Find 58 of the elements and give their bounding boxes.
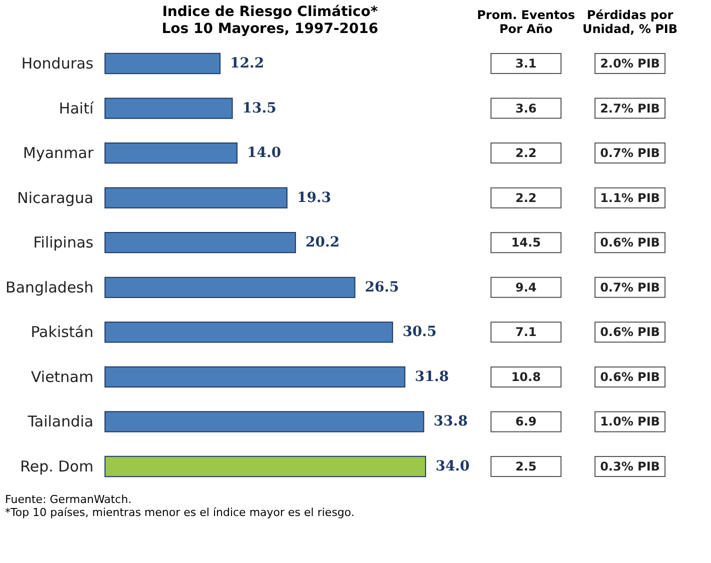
text: *Top 10 países, mientras menor es el índice mayor es el riesgo. [5, 506, 354, 519]
bar [104, 142, 238, 164]
bar [104, 232, 296, 254]
text: 9.4 [515, 280, 537, 294]
text: Por Año [499, 22, 553, 36]
y-tick-label: Pakistán [30, 323, 94, 342]
data-label: 34.0 [436, 458, 470, 474]
data-label: 19.3 [296, 190, 332, 206]
y-tick-label: Rep. Dom [20, 457, 94, 476]
data-label: 13.5 [242, 100, 276, 116]
y-tick-label: Haití [58, 99, 94, 118]
bar [104, 456, 426, 478]
y-tick-label: Nicaragua [17, 188, 94, 207]
data-label: 14.0 [247, 145, 282, 162]
text: 2.2 [515, 190, 537, 205]
y-tick-label: Honduras [21, 54, 94, 73]
text: 1.0% PIB [600, 414, 660, 429]
y-tick-label: Tailandia [26, 412, 94, 431]
text: 10.8 [511, 370, 541, 384]
text: 0.6% PIB [600, 370, 660, 384]
data-label: 26.5 [364, 279, 399, 296]
text: Pérdidas por [586, 8, 674, 22]
y-tick-label: Bangladesh [6, 278, 94, 296]
text: 2.7% PIB [600, 101, 660, 116]
bar [104, 322, 394, 343]
data-label: 31.8 [414, 368, 449, 385]
bar [104, 52, 221, 74]
y-tick-label: Vietnam [30, 368, 94, 386]
text: Prom. Eventos [476, 8, 576, 22]
text: 0.6% PIB [600, 236, 660, 250]
text: 2.0% PIB [600, 56, 660, 71]
data-label: 30.5 [402, 324, 437, 340]
data-label: 12.2 [230, 56, 264, 72]
text: 6.9 [515, 414, 537, 429]
text: 2.5 [515, 459, 537, 474]
bar [104, 276, 356, 298]
source-note: Fuente: GermanWatch. [5, 493, 132, 506]
text: 2.2 [515, 146, 537, 160]
text: 3.1 [515, 56, 537, 71]
bar [104, 98, 233, 119]
text: 0.7% PIB [600, 280, 660, 294]
text: 1.1% PIB [600, 190, 660, 205]
bar [104, 366, 406, 388]
data-label: 33.8 [434, 414, 468, 430]
chart-subtitle: Los 10 Mayores, 1997-2016 [162, 21, 378, 37]
text: 0.7% PIB [600, 146, 660, 160]
y-tick-label: Myanmar [23, 144, 94, 162]
bar [104, 411, 424, 432]
text: Unidad, % PIB [582, 22, 678, 36]
y-tick-label: Filipinas [33, 234, 94, 252]
text: 7.1 [515, 325, 537, 340]
bar [104, 187, 288, 208]
text: 3.6 [515, 101, 537, 116]
data-label: 20.2 [305, 234, 340, 251]
text: 0.3% PIB [600, 459, 660, 474]
text: 0.6% PIB [600, 325, 660, 340]
text: 14.5 [511, 236, 541, 250]
chart-title: Indice de Riesgo Climático* [162, 4, 378, 20]
